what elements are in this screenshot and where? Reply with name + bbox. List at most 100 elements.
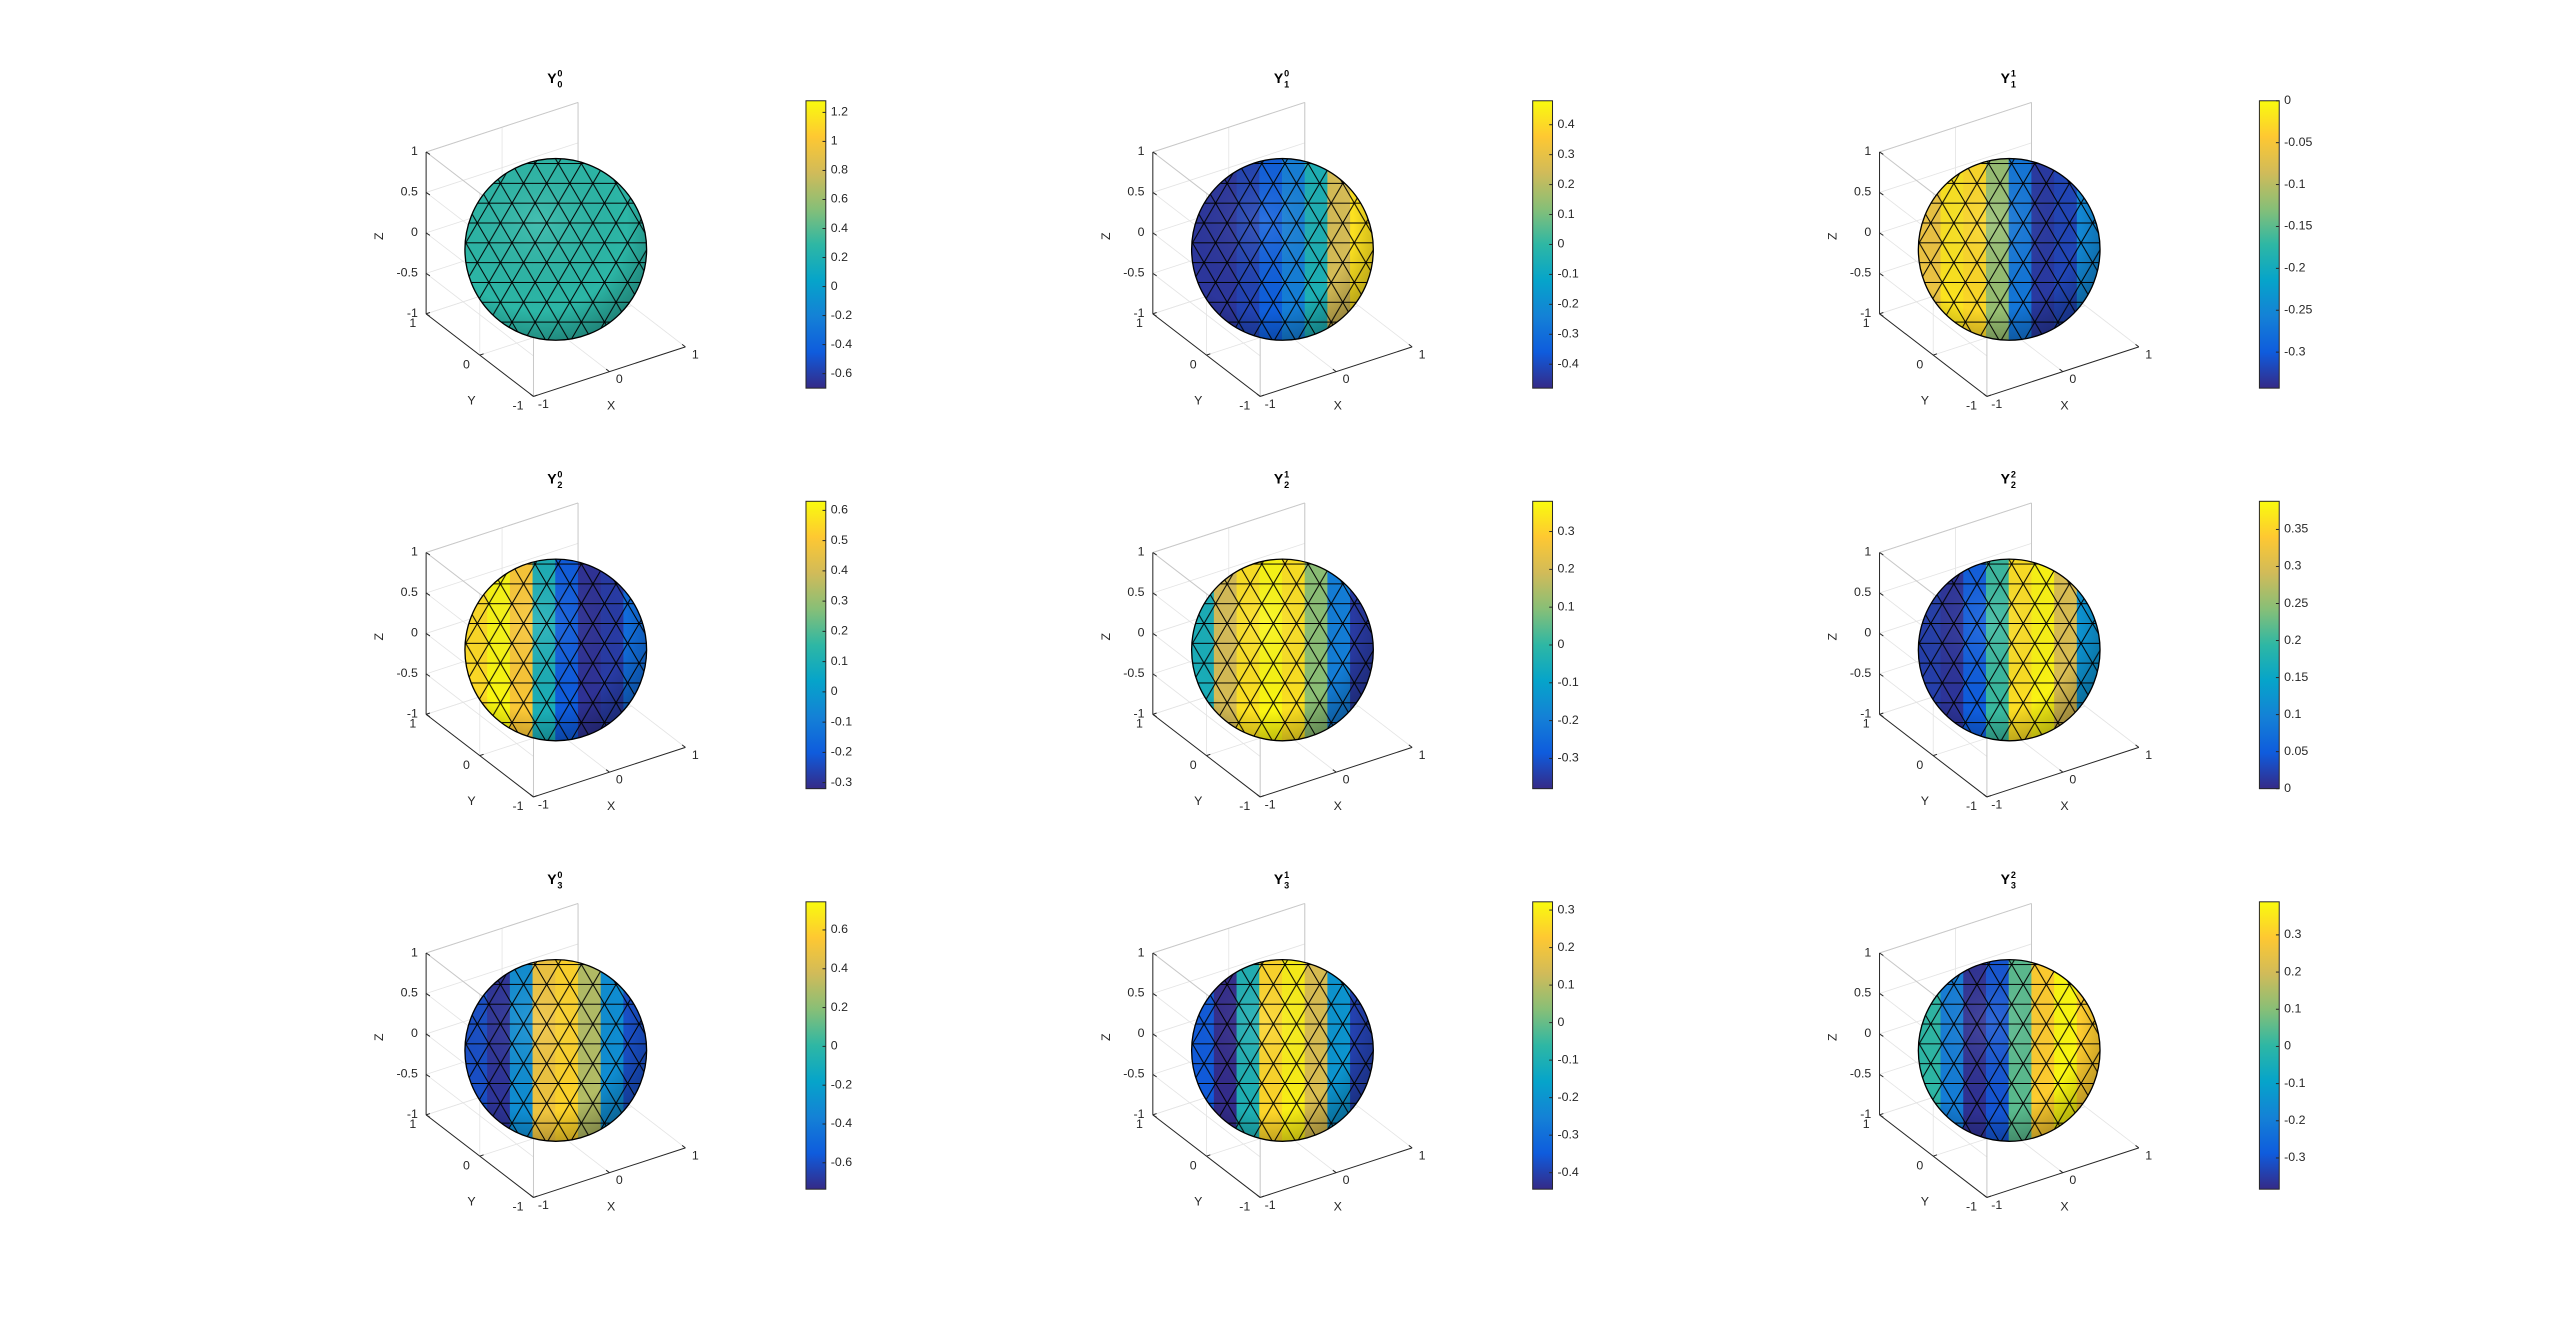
colorbar-tick-label: 0.4	[1557, 117, 1574, 131]
sphere-mesh	[464, 158, 647, 341]
grid-line	[1879, 543, 2032, 594]
y-tick	[1260, 394, 1265, 397]
x-tick	[2059, 368, 2064, 373]
y-tick	[1933, 353, 1938, 356]
y-tick-label: -1	[1966, 799, 1977, 813]
z-tick-label: 0	[411, 626, 418, 640]
colorbar-tick-label: 0	[831, 279, 838, 293]
y-tick-label: 0	[1916, 357, 1923, 371]
sphere	[1918, 559, 2101, 741]
colorbar-tick-label: -0.4	[831, 1116, 852, 1130]
y-tick	[425, 712, 431, 715]
colorbar-tick-label: 0.3	[831, 593, 848, 607]
y-tick-label: -1	[1239, 799, 1250, 813]
chart-title-sub: 2	[1284, 480, 1289, 490]
colorbar-tick-label: -0.6	[831, 1155, 852, 1169]
grid-line	[1152, 943, 1305, 994]
sphere-mesh	[1918, 959, 2101, 1142]
y-axis-label: Y	[1194, 794, 1202, 808]
y-tick	[533, 795, 538, 798]
z-tick	[1152, 952, 1157, 956]
colorbar	[2258, 500, 2280, 790]
colorbar-tick-label: -0.1	[831, 714, 852, 728]
x-axis-label: X	[2060, 1200, 2068, 1214]
z-tick-label: 1	[1864, 545, 1871, 559]
colorbar-tick-label: -0.1	[1557, 675, 1578, 689]
x-axis-label: X	[2060, 799, 2068, 813]
grid-line	[1152, 673, 1261, 757]
z-tick-label: -1	[1860, 707, 1871, 721]
colorbar-tick-label: 0.1	[2284, 707, 2301, 721]
z-tick-label: 1	[1864, 144, 1871, 158]
y-tick	[1879, 312, 1884, 315]
colorbar-tick-label: 0.35	[2284, 522, 2308, 536]
chart-title-sub: 1	[1284, 79, 1289, 89]
y-tick-label: 0	[1190, 758, 1197, 772]
colorbar-tick-label: 0	[831, 1039, 838, 1053]
colorbar-tick-label: -0.2	[831, 745, 852, 759]
colorbar-tick-label: -0.3	[2284, 344, 2305, 358]
z-tick-label: 0.5	[1854, 185, 1871, 199]
y-tick	[1879, 1113, 1884, 1116]
colorbar-tick-label: -0.4	[1557, 356, 1578, 370]
z-tick	[1879, 192, 1884, 196]
colorbar	[1532, 901, 1554, 1190]
colorbar-tick-label: 0.2	[2284, 964, 2301, 978]
chart-title: Y	[2001, 871, 2011, 887]
z-tick	[1152, 552, 1157, 556]
z-tick-label: 1	[411, 945, 418, 959]
x-tick	[1256, 794, 1261, 798]
z-tick	[425, 633, 431, 637]
x-axis	[533, 1147, 686, 1198]
colorbar-tick-label: 0.3	[1557, 902, 1574, 916]
chart-title-sup: 1	[1284, 469, 1289, 479]
y-tick-label: 1	[1136, 717, 1143, 731]
colorbar	[805, 901, 827, 1190]
y-tick	[1260, 1195, 1265, 1198]
x-tick-label: 0	[1343, 773, 1350, 787]
z-tick	[1152, 151, 1157, 155]
y-tick-label: 1	[1863, 717, 1870, 731]
y-axis-label: Y	[1921, 1195, 1929, 1209]
z-tick	[1879, 272, 1884, 277]
x-tick-label: 0	[1343, 372, 1350, 386]
sphere	[1918, 959, 2101, 1142]
grid-line	[425, 142, 579, 193]
y-tick-label: 1	[409, 316, 416, 330]
x-tick-label: 0	[2069, 1173, 2076, 1187]
colorbar-tick-label: 0.2	[831, 1000, 848, 1014]
x-axis-label: X	[607, 1200, 615, 1214]
colorbar-tick-label: -0.15	[2284, 219, 2312, 233]
x-tick	[2135, 1145, 2140, 1149]
colorbar-tick-label: 0	[2284, 93, 2291, 107]
x-axis-label: X	[1334, 1200, 1342, 1214]
grid-line	[425, 1074, 534, 1158]
x-tick-label: 1	[2145, 748, 2152, 762]
x-tick	[1983, 1194, 1988, 1198]
chart-title-sup: 2	[2011, 469, 2016, 479]
x-axis-label: X	[1334, 399, 1342, 413]
x-axis-label: X	[607, 399, 615, 413]
colorbar	[2258, 901, 2280, 1190]
colorbar-tick-label: -0.25	[2284, 303, 2312, 317]
z-tick	[1879, 633, 1884, 637]
colorbar-tick-label: 0.6	[831, 192, 848, 206]
colorbar-tick-label: 0.1	[831, 654, 848, 668]
z-axis-label: Z	[372, 633, 386, 641]
colorbar-tick-label: 0.3	[2284, 927, 2301, 941]
y-tick-label: 0	[463, 357, 470, 371]
x-tick-label: -1	[538, 1198, 549, 1212]
x-tick	[1983, 393, 1988, 397]
y-tick	[1260, 795, 1265, 798]
colorbar-tick-label: 0.2	[831, 624, 848, 638]
chart-title: Y	[547, 70, 557, 86]
y-tick	[479, 353, 484, 356]
colorbar-tick-label: -0.4	[1557, 1165, 1578, 1179]
sphere-outline	[1917, 558, 2101, 742]
colorbar-tick-label: 0.2	[2284, 633, 2301, 647]
colorbar-tick-label: 0.2	[1557, 177, 1574, 191]
